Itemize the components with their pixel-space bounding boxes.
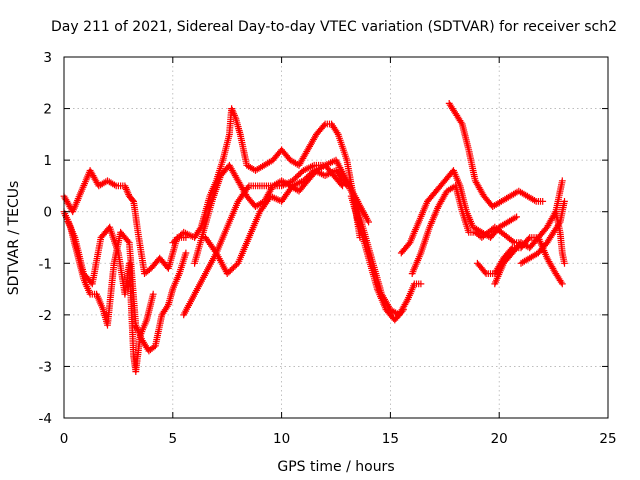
y-tick-label: -4 — [39, 411, 52, 427]
x-tick-label: 20 — [491, 431, 508, 447]
plus-markers — [191, 161, 346, 267]
plus-markers — [347, 192, 407, 324]
plus-markers — [169, 105, 364, 247]
y-tick-label: -1 — [39, 256, 52, 272]
plus-markers — [552, 208, 568, 267]
x-tick-label: 5 — [169, 431, 178, 447]
series-line — [448, 103, 543, 208]
series-track-16 — [552, 208, 568, 267]
series-track-3 — [65, 218, 157, 375]
x-tick-label: 25 — [599, 431, 616, 447]
x-tick-label: 10 — [273, 431, 290, 447]
y-axis-label: SDTVAR / TECUs — [6, 181, 22, 296]
tick-layer: 0 5 10 15 20 25 -4 -3 -2 -1 0 1 2 3 — [39, 50, 617, 447]
y-tick-label: -2 — [39, 308, 52, 324]
series-track-11 — [408, 182, 525, 277]
plot-frame — [63, 56, 609, 419]
series-track-14 — [491, 177, 566, 288]
y-tick-label: 1 — [43, 153, 52, 169]
x-axis-label: GPS time / hours — [277, 459, 394, 475]
series-track-9 — [347, 192, 407, 324]
series-track-7 — [191, 161, 346, 267]
x-tick-label: 15 — [382, 431, 399, 447]
plus-markers — [445, 100, 547, 210]
chart-title: Day 211 of 2021, Sidereal Day-to-day VTE… — [51, 19, 617, 35]
plus-markers — [65, 218, 157, 375]
y-tick-label: 0 — [43, 205, 52, 221]
y-tick-label: 2 — [43, 102, 52, 118]
data-layer — [60, 100, 568, 375]
series-track-12 — [445, 100, 547, 210]
plus-markers — [408, 182, 525, 277]
x-tick-label: 0 — [60, 431, 69, 447]
y-tick-label: -3 — [39, 359, 52, 375]
plus-markers — [517, 198, 568, 267]
series-track-4 — [169, 105, 364, 247]
y-tick-label: 3 — [43, 50, 52, 66]
